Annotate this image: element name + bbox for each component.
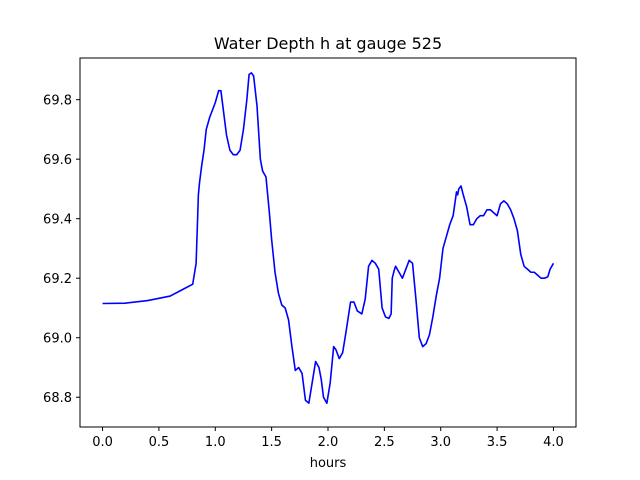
x-tick-label: 1.0 [205,435,226,450]
x-tick-label: 3.0 [430,435,451,450]
x-tick-label: 0.0 [92,435,113,450]
y-axis-ticks: 68.8 69.0 69.2 69.4 69.6 69.8 [43,94,80,406]
y-tick-label: 69.2 [43,272,72,287]
plot-frame [79,57,577,428]
y-tick-label: 69.0 [43,332,72,347]
x-tick-label: 2.0 [318,435,339,450]
y-tick-label: 69.8 [43,94,72,109]
x-axis-ticks: 0.0 0.5 1.0 1.5 2.0 2.5 3.0 3.5 4.0 [92,427,564,450]
chart-title: Water Depth h at gauge 525 [214,34,442,53]
x-tick-label: 3.5 [487,435,508,450]
y-tick-label: 69.4 [43,213,72,228]
x-tick-label: 2.5 [374,435,395,450]
x-tick-label: 4.0 [543,435,564,450]
x-tick-label: 1.5 [261,435,282,450]
y-tick-label: 68.8 [43,391,72,406]
series-layer [102,72,555,404]
series-line-0 [102,72,555,404]
x-axis-label: hours [310,456,347,471]
y-tick-label: 69.6 [43,153,72,168]
x-tick-label: 0.5 [149,435,170,450]
plot-area [80,58,576,427]
